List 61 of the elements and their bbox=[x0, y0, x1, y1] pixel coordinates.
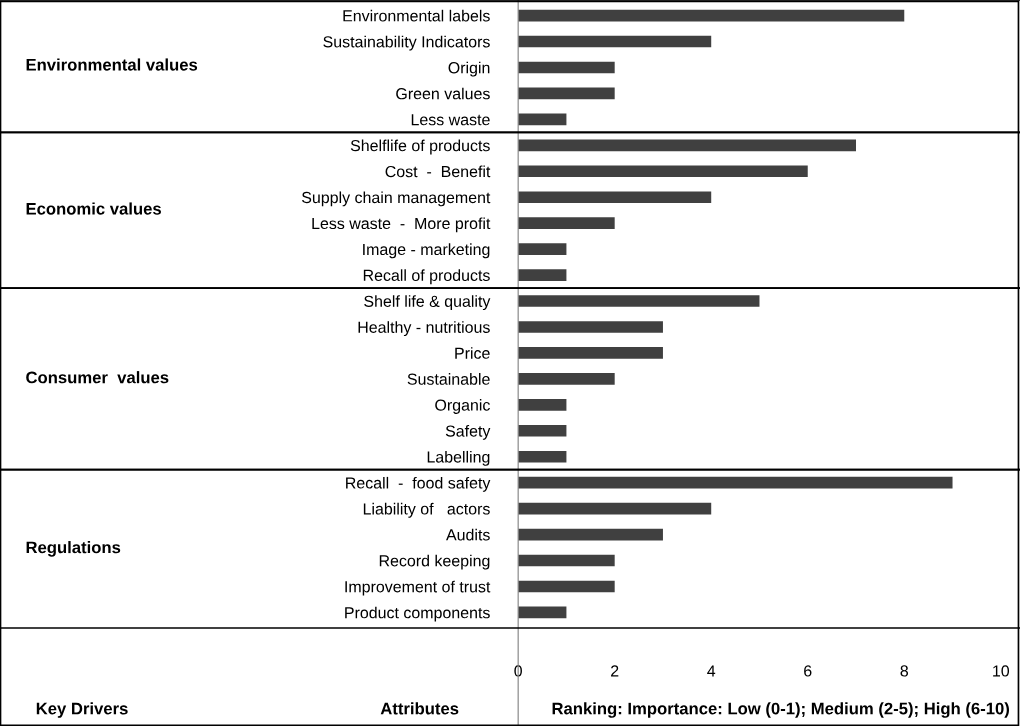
y-tick-label: Shelf life & quality bbox=[364, 295, 491, 311]
y-tick-label: Shelflife of products bbox=[350, 139, 490, 155]
bar bbox=[518, 373, 615, 385]
x-tick-label: 10 bbox=[993, 665, 1010, 677]
y-tick-label: Origin bbox=[448, 61, 490, 77]
bar bbox=[518, 35, 712, 48]
y-tick-label: Recall of products bbox=[363, 269, 490, 285]
bar bbox=[518, 191, 712, 204]
text: Key Drivers bbox=[36, 702, 128, 718]
y-tick-label: Improvement of trust bbox=[345, 580, 491, 596]
bar bbox=[518, 476, 953, 489]
text: Consumer values bbox=[26, 371, 169, 384]
bar bbox=[518, 9, 905, 22]
x-tick-label: 6 bbox=[804, 665, 812, 677]
text: Environmental values bbox=[26, 58, 198, 71]
bar bbox=[518, 217, 615, 230]
y-tick-label: Green values bbox=[396, 87, 490, 100]
y-tick-label: Healthy - nutritious bbox=[358, 321, 490, 337]
bar bbox=[518, 113, 567, 126]
bar bbox=[518, 398, 567, 411]
x-tick-label: 4 bbox=[707, 665, 716, 677]
y-tick-label: Supply chain management bbox=[302, 191, 491, 207]
bar bbox=[518, 554, 615, 567]
y-tick-label: Sustainability Indicators bbox=[323, 35, 490, 51]
y-tick-label: Organic bbox=[435, 399, 490, 414]
text: Attributes bbox=[380, 702, 459, 715]
bar bbox=[518, 295, 760, 307]
bar bbox=[518, 450, 567, 463]
y-tick-label: Safety bbox=[445, 425, 491, 440]
bar bbox=[518, 347, 663, 359]
x-tick-label: 2 bbox=[611, 665, 619, 677]
bar bbox=[518, 139, 856, 152]
y-tick-label: Cost - Benefit bbox=[385, 165, 491, 178]
y-tick-label: Sustainable bbox=[407, 373, 490, 385]
bar bbox=[518, 502, 712, 515]
bar bbox=[518, 269, 567, 281]
y-tick-label: Labelling bbox=[427, 450, 490, 466]
y-tick-label: Less waste bbox=[411, 114, 490, 126]
bar bbox=[518, 606, 567, 619]
y-tick-label: Audits bbox=[446, 528, 490, 541]
y-tick-label: Product components bbox=[345, 606, 490, 622]
text: Economic values bbox=[26, 202, 161, 215]
text: Ranking: Importance: Low (0-1); Medium (2-5); High (6-10) bbox=[552, 702, 1010, 718]
y-tick-label: Environmental labels bbox=[343, 9, 490, 22]
bar bbox=[518, 87, 615, 100]
bar bbox=[518, 243, 567, 255]
text: Regulations bbox=[26, 541, 121, 557]
y-tick-label: Price bbox=[455, 347, 490, 359]
y-tick-label: Record keeping bbox=[379, 554, 490, 570]
x-tick-label: 8 bbox=[900, 665, 909, 677]
bar bbox=[518, 165, 808, 178]
y-tick-label: Recall - food safety bbox=[346, 476, 491, 492]
y-tick-label: Liability of actors bbox=[363, 502, 490, 518]
y-tick-label: Less waste - More profit bbox=[312, 217, 491, 233]
y-tick-label: Image - marketing bbox=[363, 243, 490, 259]
bar bbox=[518, 321, 663, 333]
bar bbox=[518, 424, 567, 437]
bar bbox=[518, 580, 615, 593]
bar bbox=[518, 61, 615, 74]
bar bbox=[518, 528, 663, 541]
x-tick-label: 0 bbox=[514, 665, 522, 677]
